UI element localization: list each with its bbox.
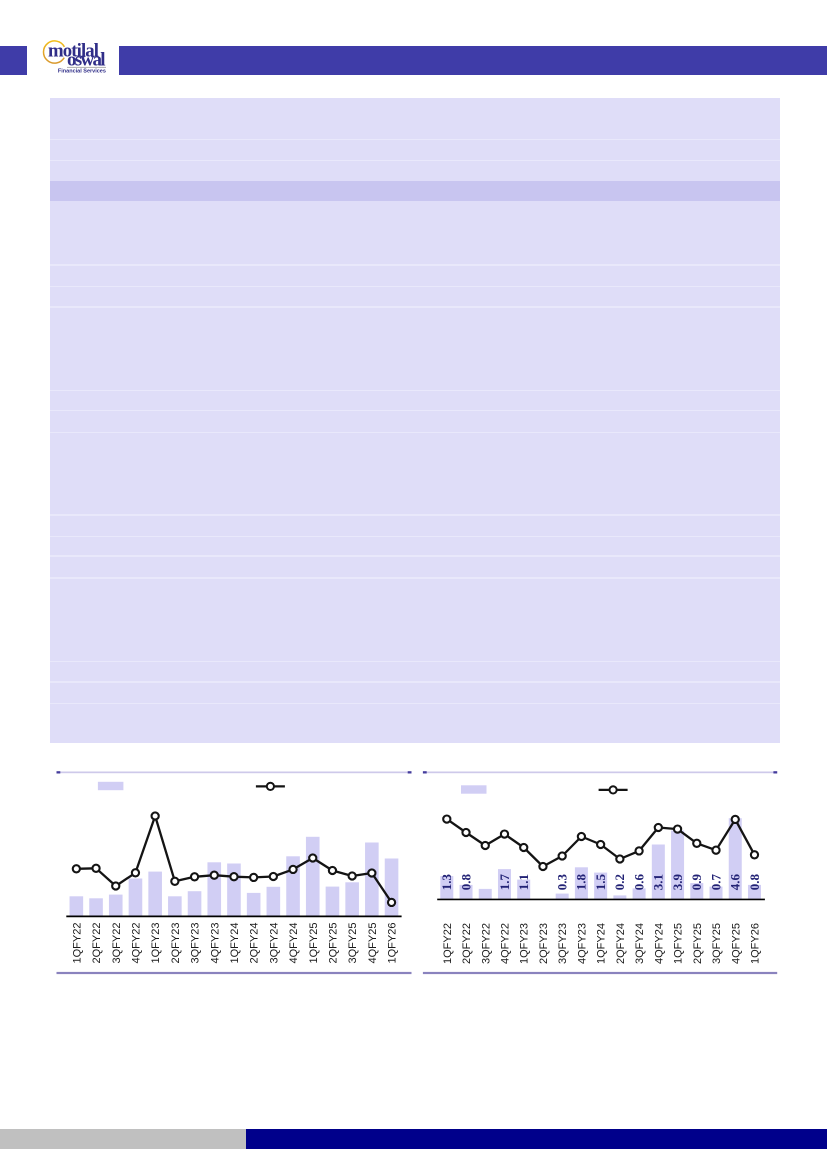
svg-text:3QFY25: 3QFY25: [347, 923, 359, 964]
svg-text:1.7: 1.7: [497, 874, 512, 891]
svg-text:3QFY24: 3QFY24: [634, 923, 646, 964]
svg-text:4QFY23: 4QFY23: [209, 923, 221, 964]
svg-text:oswal: oswal: [67, 49, 106, 70]
svg-text:0.2: 0.2: [612, 874, 627, 890]
svg-text:0.3: 0.3: [554, 874, 569, 891]
svg-text:4QFY22: 4QFY22: [499, 923, 511, 964]
svg-text:1QFY26: 1QFY26: [749, 923, 761, 964]
svg-text:0.8: 0.8: [747, 874, 762, 891]
svg-text:1QFY24: 1QFY24: [229, 923, 241, 964]
svg-text:1QFY25: 1QFY25: [673, 923, 685, 964]
svg-text:4QFY25: 4QFY25: [367, 923, 379, 964]
svg-text:4.6: 4.6: [728, 874, 743, 891]
svg-text:motilal: motilal: [48, 41, 99, 62]
svg-text:0.8: 0.8: [458, 874, 473, 891]
svg-text:2QFY22: 2QFY22: [91, 923, 103, 964]
svg-text:3QFY22: 3QFY22: [111, 923, 123, 964]
svg-text:2QFY23: 2QFY23: [538, 923, 550, 964]
svg-text:4QFY24: 4QFY24: [288, 923, 300, 964]
svg-text:4QFY24: 4QFY24: [653, 923, 665, 964]
svg-text:3QFY24: 3QFY24: [268, 923, 280, 964]
svg-text:3QFY22: 3QFY22: [480, 923, 492, 964]
svg-text:0.7: 0.7: [708, 874, 723, 891]
svg-text:3QFY23: 3QFY23: [190, 923, 202, 964]
svg-text:4QFY23: 4QFY23: [576, 923, 588, 964]
svg-text:3.1: 3.1: [651, 874, 666, 890]
svg-text:3.9: 3.9: [670, 874, 685, 891]
svg-text:1.1: 1.1: [516, 874, 531, 890]
svg-text:1QFY24: 1QFY24: [596, 923, 608, 964]
svg-text:1.3: 1.3: [439, 874, 454, 891]
svg-text:0.6: 0.6: [631, 874, 646, 891]
svg-text:1QFY22: 1QFY22: [442, 923, 454, 964]
svg-text:1QFY22: 1QFY22: [71, 923, 83, 964]
svg-text:2QFY25: 2QFY25: [692, 923, 704, 964]
svg-text:3QFY25: 3QFY25: [711, 923, 723, 964]
svg-text:2QFY24: 2QFY24: [615, 923, 627, 964]
svg-text:2QFY22: 2QFY22: [461, 923, 473, 964]
svg-text:3QFY23: 3QFY23: [557, 923, 569, 964]
svg-text:2QFY25: 2QFY25: [327, 923, 339, 964]
svg-text:1QFY23: 1QFY23: [150, 923, 162, 964]
svg-text:Financial Services: Financial Services: [58, 69, 106, 75]
svg-text:1QFY26: 1QFY26: [387, 923, 399, 964]
svg-text:1.8: 1.8: [574, 874, 589, 891]
svg-text:2QFY23: 2QFY23: [170, 923, 182, 964]
svg-text:4QFY25: 4QFY25: [730, 923, 742, 964]
svg-text:1QFY25: 1QFY25: [308, 923, 320, 964]
svg-text:2QFY24: 2QFY24: [249, 923, 261, 964]
svg-text:1QFY23: 1QFY23: [519, 923, 531, 964]
svg-text:4QFY22: 4QFY22: [130, 923, 142, 964]
svg-text:0.9: 0.9: [689, 874, 704, 891]
svg-text:1.5: 1.5: [593, 874, 608, 891]
